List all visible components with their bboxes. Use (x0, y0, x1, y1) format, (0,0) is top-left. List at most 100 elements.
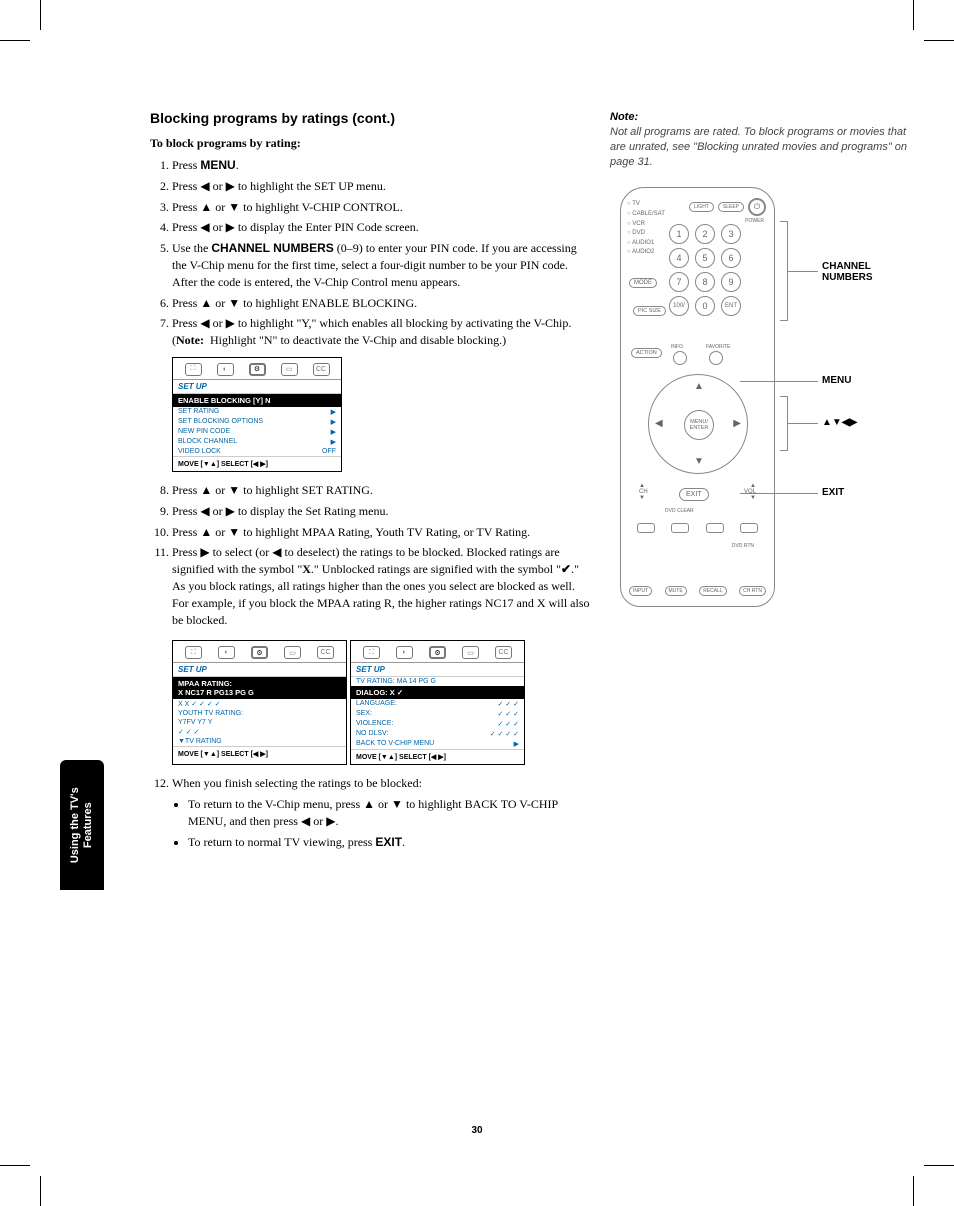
osd-section: YOUTH TV RATING: (173, 709, 346, 718)
key-6: 6 (721, 248, 741, 268)
osd-highlight: DIALOG: X ✓ (351, 686, 524, 699)
number-keypad: 1 2 3 4 5 6 7 8 9 100/ 0 ENT (669, 224, 743, 316)
setup-icon: ⚙ (429, 646, 446, 659)
timer-icon: ▭ (284, 646, 301, 659)
transport-button (671, 523, 689, 533)
key-100: 100/ (669, 296, 689, 316)
transport-button (637, 523, 655, 533)
audio-icon: ◐ (218, 646, 235, 659)
audio-icon: ◐ (217, 363, 234, 376)
recall-button: RECALL (699, 586, 726, 596)
step-6: Press ▲ or ▼ to highlight ENABLE BLOCKIN… (172, 295, 590, 312)
note-heading: Note: (610, 111, 638, 123)
bottom-button-row: INPUT MUTE RECALL CH RTN (629, 586, 766, 596)
remote-body: TV CABLE/SAT VCR DVD AUDIO1 AUDIO2 LIGHT… (620, 187, 775, 607)
left-arrow-icon: ◀ (655, 418, 663, 429)
steps-list-a: Press MENU. Press ◀ or ▶ to highlight th… (172, 157, 590, 349)
power-label: POWER (745, 218, 764, 224)
callout-bracket (780, 396, 788, 451)
device-list: TV CABLE/SAT VCR DVD AUDIO1 AUDIO2 (627, 200, 665, 258)
note-body: Not all programs are rated. To block pro… (610, 126, 907, 168)
osd-footer: MOVE [▼▲] SELECT [◀ ▶] (173, 746, 346, 761)
step-3: Press ▲ or ▼ to highlight V-CHIP CONTROL… (172, 199, 590, 216)
key-8: 8 (695, 272, 715, 292)
key-0: 0 (695, 296, 715, 316)
key-4: 4 (669, 248, 689, 268)
key-1: 1 (669, 224, 689, 244)
transport-button (740, 523, 758, 533)
transport-button (706, 523, 724, 533)
osd-line: BACK TO V-CHIP MENU▶ (351, 739, 524, 749)
info-button (673, 351, 687, 365)
osd-enable-blocking: ⛶ ◐ ⚙ ▭ CC SET UP ENABLE BLOCKING [Y] N … (172, 357, 342, 472)
step-9: Press ◀ or ▶ to display the Set Rating m… (172, 503, 590, 520)
dvdrtn-label: DVD RTN (732, 543, 754, 549)
page-number: 30 (0, 1125, 954, 1136)
favorite-label: FAVORITE (706, 344, 730, 350)
osd-line: SEX:✓ ✓ ✓ (351, 709, 524, 719)
step-2: Press ◀ or ▶ to highlight the SET UP men… (172, 178, 590, 195)
osd-title: SET UP (351, 663, 524, 677)
note-block: Note: Not all programs are rated. To blo… (610, 110, 910, 169)
osd-line: LANGUAGE:✓ ✓ ✓ (351, 699, 524, 709)
osd-title: SET UP (173, 663, 346, 677)
crop-mark (924, 1165, 954, 1166)
chrtn-button: CH RTN (739, 586, 766, 596)
favorite-button (709, 351, 723, 365)
osd-footer: MOVE [▼▲] SELECT [◀ ▶] (351, 749, 524, 764)
setup-icon: ⚙ (249, 363, 266, 376)
remote-diagram: TV CABLE/SAT VCR DVD AUDIO1 AUDIO2 LIGHT… (610, 181, 910, 611)
step-4: Press ◀ or ▶ to display the Enter PIN Co… (172, 219, 590, 236)
step-7: Press ◀ or ▶ to highlight "Y," which ena… (172, 315, 590, 349)
osd-line: VIOLENCE:✓ ✓ ✓ (351, 719, 524, 729)
input-button: INPUT (629, 586, 652, 596)
callout-line (788, 423, 818, 424)
key-9: 9 (721, 272, 741, 292)
section-heading: Blocking programs by ratings (cont.) (150, 110, 590, 126)
action-button: ACTION (631, 348, 662, 358)
cc-icon: CC (313, 363, 330, 376)
osd-line: SET BLOCKING OPTIONS▶ (173, 417, 341, 427)
section-subheading: To block programs by rating: (150, 136, 590, 151)
osd-values: X X ✓ ✓ ✓ ✓ (173, 699, 346, 709)
step-12-bullet: To return to normal TV viewing, press EX… (188, 834, 590, 851)
dvdclear-label: DVD CLEAR (665, 508, 694, 514)
step-1: Press MENU. (172, 157, 590, 174)
key-3: 3 (721, 224, 741, 244)
osd-title: SET UP (173, 380, 341, 394)
power-icon: ⏻ (748, 198, 766, 216)
exit-button: EXIT (679, 488, 709, 501)
osd-line: VIDEO LOCKOFF (173, 447, 341, 456)
down-arrow-icon: ▼ (694, 456, 704, 467)
vol-label: ▲VOL▼ (744, 483, 756, 501)
side-tab-line1: Using the TV's (69, 787, 81, 863)
menu-enter-button: MENU/ ENTER (684, 410, 714, 440)
osd-line: BLOCK CHANNEL▶ (173, 437, 341, 447)
osd-section-row: Y7FV Y7 Y (173, 718, 346, 727)
step-12-bullet: To return to the V-Chip menu, press ▲ or… (188, 796, 590, 830)
cc-icon: CC (317, 646, 334, 659)
ch-label: ▲CH▼ (639, 483, 648, 501)
picture-icon: ⛶ (363, 646, 380, 659)
crop-mark (0, 1165, 30, 1166)
callout-exit: EXIT (822, 487, 844, 498)
callout-line (740, 381, 818, 382)
sleep-button: SLEEP (718, 202, 744, 212)
picture-icon: ⛶ (185, 646, 202, 659)
callout-line (740, 493, 818, 494)
osd-highlight: MPAA RATING: X NC17 R PG13 PG G (173, 677, 346, 699)
osd-line: NEW PIN CODE▶ (173, 427, 341, 437)
steps-list-c: When you finish selecting the ratings to… (172, 775, 590, 850)
side-tab: Using the TV's Features (60, 760, 104, 890)
side-tab-line2: Features (82, 802, 94, 848)
cc-icon: CC (495, 646, 512, 659)
timer-icon: ▭ (281, 363, 298, 376)
step-5: Use the CHANNEL NUMBERS (0–9) to enter y… (172, 240, 590, 290)
timer-icon: ▭ (462, 646, 479, 659)
callout-channel-numbers: CHANNEL NUMBERS (822, 261, 873, 283)
osd-footer: MOVE [▼▲] SELECT [◀ ▶] (173, 456, 341, 471)
up-arrow-icon: ▲ (694, 381, 704, 392)
osd-icon-row: ⛶ ◐ ⚙ ▭ CC (173, 358, 341, 380)
crop-mark (40, 1176, 41, 1206)
steps-list-b: Press ▲ or ▼ to highlight SET RATING. Pr… (172, 482, 590, 628)
